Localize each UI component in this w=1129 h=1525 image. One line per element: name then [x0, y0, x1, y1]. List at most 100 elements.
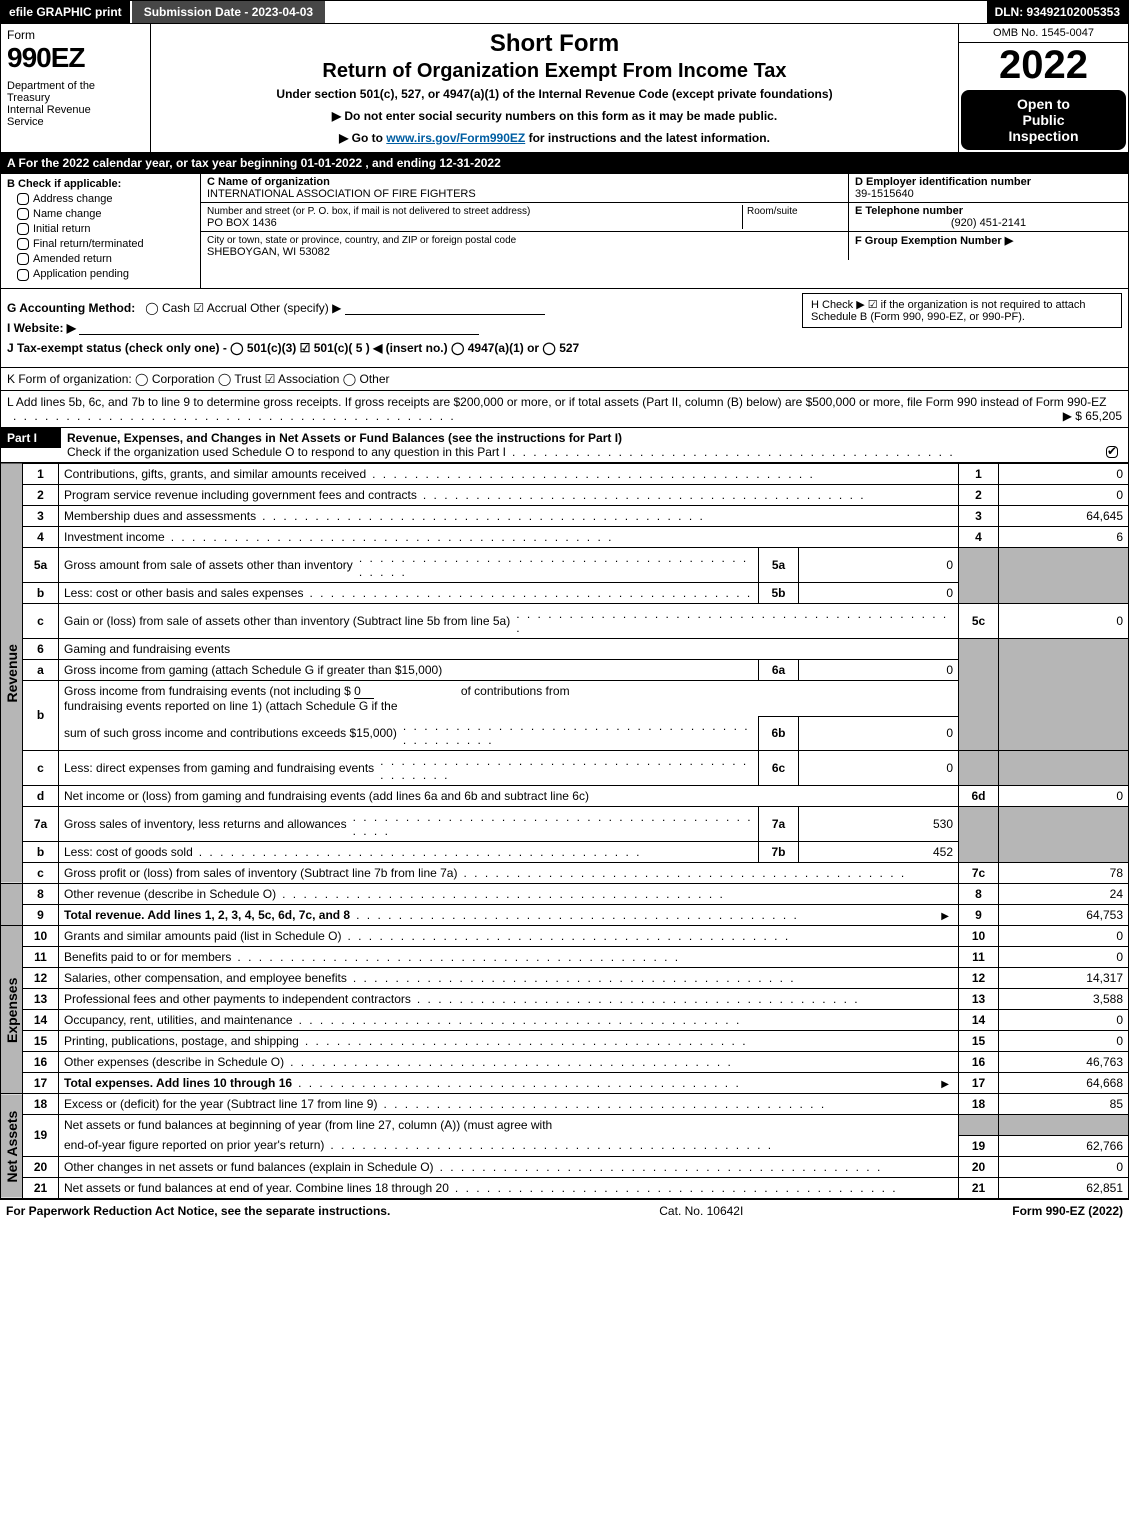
- l9-rv: 64,753: [999, 905, 1129, 926]
- section-g-through-j: H Check ▶ ☑ if the organization is not r…: [0, 289, 1129, 368]
- g-opts: Cash ☑ Accrual Other (specify) ▶: [162, 301, 341, 315]
- l6c-mn: 6c: [759, 751, 799, 786]
- l7c-desc: Gross profit or (loss) from sales of inv…: [64, 866, 457, 880]
- l1-desc: Contributions, gifts, grants, and simila…: [64, 467, 366, 481]
- l15-desc: Printing, publications, postage, and shi…: [64, 1034, 299, 1048]
- l14-rv: 0: [999, 1010, 1129, 1031]
- website-input[interactable]: [79, 321, 479, 335]
- omb-number: OMB No. 1545-0047: [959, 24, 1128, 43]
- l8-rn: 8: [959, 884, 999, 905]
- box-c-name: C Name of organization INTERNATIONAL ASS…: [201, 174, 848, 202]
- boxes-c-through-f: C Name of organization INTERNATIONAL ASS…: [201, 174, 1128, 288]
- l21-num: 21: [23, 1177, 59, 1198]
- opt-app-pending[interactable]: Application pending: [17, 268, 194, 280]
- l6-shade: [959, 638, 999, 751]
- tax-year: 2022: [959, 43, 1128, 88]
- l3-num: 3: [23, 505, 59, 526]
- box-b: B Check if applicable: Address change Na…: [1, 174, 201, 288]
- row-l: L Add lines 5b, 6c, and 7b to line 9 to …: [0, 391, 1129, 428]
- l7c-num: c: [23, 863, 59, 884]
- part-i-title: Revenue, Expenses, and Changes in Net As…: [67, 431, 622, 445]
- opt-address-change[interactable]: Address change: [17, 193, 194, 205]
- l6-shade-val: [999, 638, 1129, 751]
- g-other-input[interactable]: [345, 301, 545, 315]
- i-label: I Website: ▶: [7, 321, 76, 335]
- l3-desc: Membership dues and assessments: [64, 509, 256, 523]
- l6d-rn: 6d: [959, 786, 999, 807]
- l6b-amount: 0: [354, 684, 374, 699]
- part-i-check[interactable]: [1106, 446, 1118, 458]
- l14-num: 14: [23, 1010, 59, 1031]
- l14-rn: 14: [959, 1010, 999, 1031]
- box-f: F Group Exemption Number ▶: [848, 232, 1128, 260]
- l5b-mv: 0: [799, 582, 959, 603]
- irs-link[interactable]: www.irs.gov/Form990EZ: [386, 131, 525, 145]
- title-short-form: Short Form: [161, 30, 948, 58]
- efile-print-label[interactable]: efile GRAPHIC print: [1, 1, 130, 23]
- l12-rv: 14,317: [999, 968, 1129, 989]
- l-dots: [13, 409, 1055, 423]
- l20-rv: 0: [999, 1156, 1129, 1177]
- dln-label: DLN: 93492102005353: [987, 1, 1128, 23]
- l12-desc: Salaries, other compensation, and employ…: [64, 971, 347, 985]
- sidelabel-expenses: Expenses: [1, 926, 23, 1094]
- l17-rn: 17: [959, 1073, 999, 1094]
- l1-num: 1: [23, 463, 59, 484]
- open-public-badge: Open toPublicInspection: [961, 90, 1126, 150]
- d-label: D Employer identification number: [855, 176, 1031, 188]
- l3-rn: 3: [959, 505, 999, 526]
- l1-rn: 1: [959, 463, 999, 484]
- l10-num: 10: [23, 926, 59, 947]
- l17-desc: Total expenses. Add lines 10 through 16: [64, 1076, 292, 1090]
- l9-rn: 9: [959, 905, 999, 926]
- part-i-sub: Check if the organization used Schedule …: [67, 445, 506, 459]
- l15-rn: 15: [959, 1031, 999, 1052]
- sidelabel-netassets: Net Assets: [1, 1094, 23, 1199]
- footer: For Paperwork Reduction Act Notice, see …: [0, 1199, 1129, 1222]
- l6a-num: a: [23, 659, 59, 680]
- warning-ssn: ▶ Do not enter social security numbers o…: [161, 109, 948, 123]
- lines-table: Revenue 1 Contributions, gifts, grants, …: [0, 463, 1129, 1199]
- l6b-desc-top: Gross income from fundraising events (no…: [59, 680, 959, 716]
- c-label: C Name of organization: [207, 176, 330, 188]
- g-label: G Accounting Method:: [7, 301, 135, 315]
- f-label: F Group Exemption Number ▶: [855, 235, 1013, 247]
- box-h: H Check ▶ ☑ if the organization is not r…: [802, 293, 1122, 328]
- l10-rv: 0: [999, 926, 1129, 947]
- l7b-desc: Less: cost of goods sold: [64, 845, 193, 859]
- l13-desc: Professional fees and other payments to …: [64, 992, 411, 1006]
- e-label: E Telephone number: [855, 205, 963, 217]
- form-header: Form 990EZ Department of theTreasuryInte…: [0, 24, 1129, 153]
- l5b-mn: 5b: [759, 582, 799, 603]
- l20-desc: Other changes in net assets or fund bala…: [64, 1160, 434, 1174]
- l20-num: 20: [23, 1156, 59, 1177]
- top-bar: efile GRAPHIC print Submission Date - 20…: [0, 0, 1129, 24]
- l7a-num: 7a: [23, 807, 59, 842]
- l10-rn: 10: [959, 926, 999, 947]
- city-value: SHEBOYGAN, WI 53082: [207, 246, 330, 258]
- l11-num: 11: [23, 947, 59, 968]
- opt-amended[interactable]: Amended return: [17, 253, 194, 265]
- arrow-icon: [937, 1076, 953, 1090]
- l19-desc1: Net assets or fund balances at beginning…: [59, 1115, 959, 1136]
- l5c-rv: 0: [999, 603, 1129, 638]
- l5c-desc: Gain or (loss) from sale of assets other…: [64, 614, 510, 628]
- goto-line: ▶ Go to www.irs.gov/Form990EZ for instru…: [161, 131, 948, 145]
- box-c-addr: Number and street (or P. O. box, if mail…: [201, 203, 848, 231]
- opt-initial-return[interactable]: Initial return: [17, 223, 194, 235]
- l5b-num: b: [23, 582, 59, 603]
- l21-desc: Net assets or fund balances at end of ye…: [64, 1181, 449, 1195]
- l7b-mv: 452: [799, 842, 959, 863]
- goto-post: for instructions and the latest informat…: [525, 131, 770, 145]
- l2-num: 2: [23, 484, 59, 505]
- l18-desc: Excess or (deficit) for the year (Subtra…: [64, 1097, 377, 1111]
- l3-rv: 64,645: [999, 505, 1129, 526]
- l19-rn: 19: [959, 1135, 999, 1156]
- l2-rv: 0: [999, 484, 1129, 505]
- l8-rv: 24: [999, 884, 1129, 905]
- opt-final-return[interactable]: Final return/terminated: [17, 238, 194, 250]
- opt-name-change[interactable]: Name change: [17, 208, 194, 220]
- l6-desc: Gaming and fundraising events: [59, 638, 959, 659]
- box-b-label: B Check if applicable:: [7, 178, 194, 190]
- city-label: City or town, state or province, country…: [207, 235, 516, 246]
